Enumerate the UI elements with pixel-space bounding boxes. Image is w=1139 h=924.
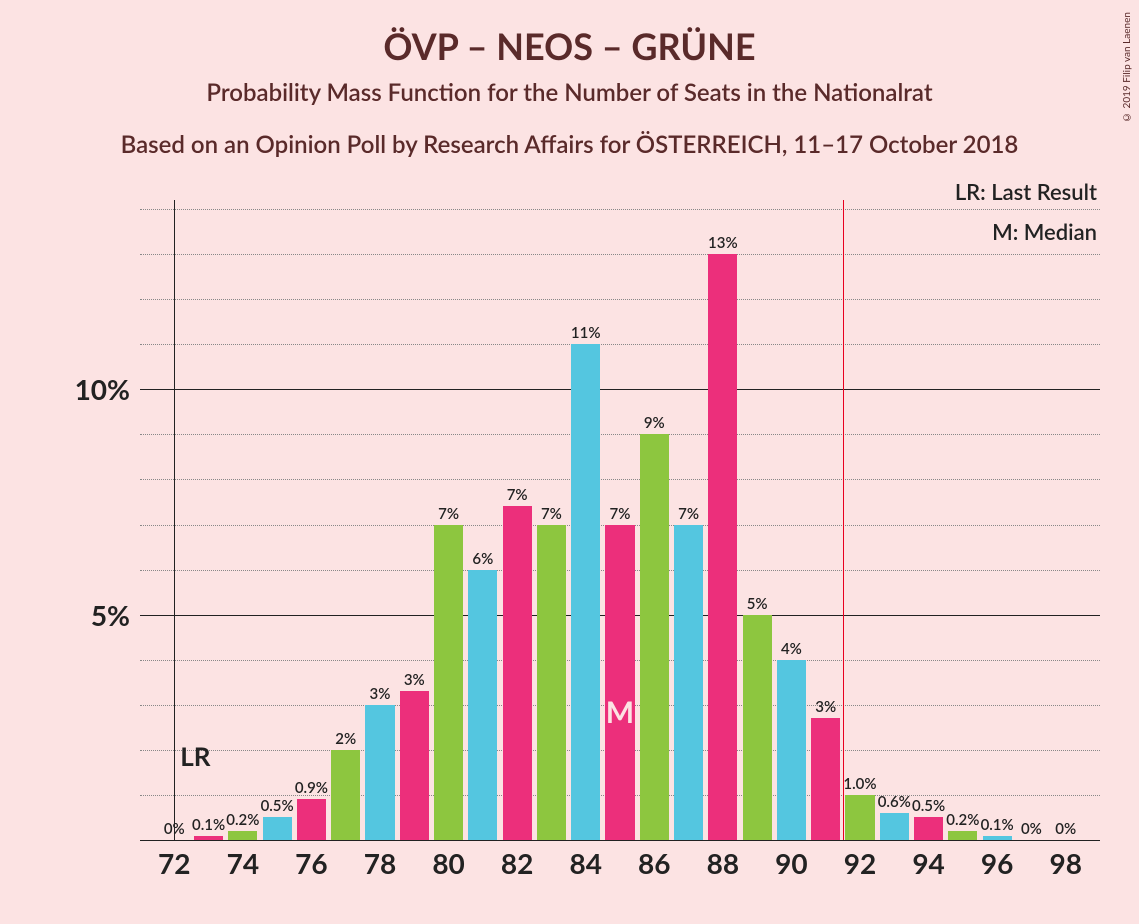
bar-value-label: 0.5% xyxy=(261,797,294,815)
x-tick-label: 86 xyxy=(638,846,670,880)
gridline-minor xyxy=(140,434,1100,435)
lr-annotation: LR xyxy=(180,740,210,772)
bar: 1.0% xyxy=(845,795,874,840)
bar: 0.5% xyxy=(263,817,292,840)
bar-value-label: 7% xyxy=(678,505,699,523)
bar: 9% xyxy=(640,434,669,840)
chart-title: ÖVP – NEOS – GRÜNE xyxy=(0,24,1139,68)
gridline-major xyxy=(140,389,1100,390)
copyright-text: © 2019 Filip van Laenen xyxy=(1121,12,1133,123)
x-tick-label: 82 xyxy=(501,846,533,880)
bar-value-label: 0.2% xyxy=(946,811,979,829)
chart-subtitle-2: Based on an Opinion Poll by Research Aff… xyxy=(0,130,1139,159)
bar-value-label: 1.0% xyxy=(843,775,876,793)
x-tick-label: 92 xyxy=(844,846,876,880)
bar: 0.2% xyxy=(948,831,977,840)
bar-value-label: 6% xyxy=(472,550,493,568)
bar: 3% xyxy=(400,691,429,840)
bar-value-label: 3% xyxy=(404,671,425,689)
bar: 7% xyxy=(434,525,463,840)
bar: 0.1% xyxy=(194,836,223,841)
gridline-minor xyxy=(140,344,1100,345)
bar-value-label: 0% xyxy=(1021,820,1042,838)
bar: 7% xyxy=(503,506,532,840)
bar-value-label: 7% xyxy=(507,486,528,504)
reference-line xyxy=(174,200,175,840)
bar-value-label: 2% xyxy=(335,730,356,748)
bar-value-label: 13% xyxy=(708,234,738,252)
bar: 3% xyxy=(811,718,840,840)
bar: 0.1% xyxy=(983,836,1012,841)
bar: 2% xyxy=(331,750,360,840)
bar: 0.6% xyxy=(880,813,909,840)
bar: 6% xyxy=(468,570,497,840)
bar-value-label: 9% xyxy=(644,414,665,432)
bar-value-label: 0.9% xyxy=(295,779,328,797)
bar: 13% xyxy=(708,254,737,840)
bar-value-label: 7% xyxy=(610,505,631,523)
chart-subtitle-1: Probability Mass Function for the Number… xyxy=(0,78,1139,107)
x-tick-label: 74 xyxy=(227,846,259,880)
bar-value-label: 0% xyxy=(1055,820,1076,838)
gridline-minor xyxy=(140,299,1100,300)
bar-value-label: 5% xyxy=(747,595,768,613)
bar-value-label: 3% xyxy=(370,685,391,703)
gridline-minor xyxy=(140,209,1100,210)
bar-value-label: 0.1% xyxy=(192,816,225,834)
x-tick-label: 78 xyxy=(364,846,396,880)
bar: 3% xyxy=(365,705,394,840)
x-tick-label: 84 xyxy=(569,846,601,880)
bar: 5% xyxy=(743,615,772,840)
bar: 4% xyxy=(777,660,806,840)
y-tick-label: 5% xyxy=(91,598,130,632)
gridline-minor xyxy=(140,479,1100,480)
bar-value-label: 0.6% xyxy=(878,793,911,811)
bar: 7% xyxy=(674,525,703,840)
gridline-minor xyxy=(140,254,1100,255)
bar-value-label: 0.2% xyxy=(226,811,259,829)
y-tick-label: 10% xyxy=(75,372,130,406)
x-tick-label: 80 xyxy=(432,846,464,880)
median-marker: M xyxy=(606,694,634,730)
bar-value-label: 4% xyxy=(781,640,802,658)
bar: 7%M xyxy=(605,525,634,840)
bar: 0.9% xyxy=(297,799,326,840)
bar-value-label: 0% xyxy=(164,820,185,838)
x-tick-label: 98 xyxy=(1049,846,1081,880)
bar: 7% xyxy=(537,525,566,840)
bar-value-label: 11% xyxy=(571,324,601,342)
bar-value-label: 0.5% xyxy=(912,797,945,815)
x-tick-label: 96 xyxy=(981,846,1013,880)
x-tick-label: 76 xyxy=(295,846,327,880)
x-tick-label: 94 xyxy=(912,846,944,880)
x-tick-label: 72 xyxy=(158,846,190,880)
bar-value-label: 3% xyxy=(815,698,836,716)
bar-value-label: 0.1% xyxy=(981,816,1014,834)
x-tick-label: 88 xyxy=(707,846,739,880)
bar: 0.5% xyxy=(914,817,943,840)
bar: 11% xyxy=(571,344,600,840)
bar-value-label: 7% xyxy=(541,505,562,523)
bar-value-label: 7% xyxy=(438,505,459,523)
bar: 0.2% xyxy=(228,831,257,840)
chart-plot-area: 5%10%72747678808284868890929496980%0.1%0… xyxy=(140,200,1100,840)
reference-line xyxy=(843,200,844,840)
x-tick-label: 90 xyxy=(775,846,807,880)
x-axis-line xyxy=(140,840,1100,841)
